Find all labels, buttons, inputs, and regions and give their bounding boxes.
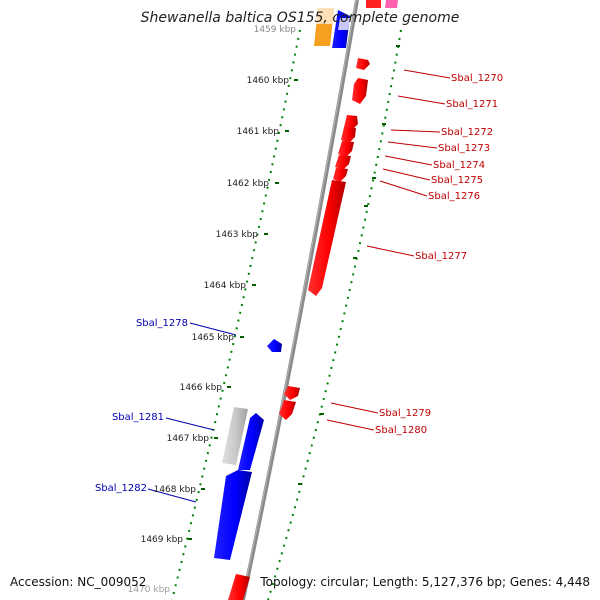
- gene-arrow-sbal-1276[interactable]: [333, 168, 348, 182]
- genome-backbone: [241, 0, 359, 600]
- leader-sbal-1278: [189, 322, 237, 336]
- leader-sbal-1270: [403, 69, 451, 79]
- gene-arrow-sbal-1281[interactable]: [238, 413, 264, 470]
- gene-label-sbal-1273[interactable]: Sbal_1273: [438, 143, 490, 154]
- tick-label-1464: 1464 kbp: [204, 281, 247, 291]
- leader-sbal-1275: [382, 168, 431, 181]
- leader-sbal-1281: [165, 417, 215, 431]
- tick-label-1465: 1465 kbp: [192, 333, 235, 343]
- tick-label-1466: 1466 kbp: [180, 383, 223, 393]
- gene-arrow-sbal-1278[interactable]: [267, 339, 282, 352]
- tick-label-1459: 1459 kbp: [254, 25, 297, 35]
- gene-top-orange[interactable]: [314, 8, 334, 46]
- genome-backbone-highlight: [241, 0, 357, 600]
- gene-label-sbal-1272[interactable]: Sbal_1272: [441, 127, 493, 138]
- scale-tick-track: [171, 29, 301, 600]
- gene-label-sbal-1281[interactable]: Sbal_1281: [112, 412, 164, 423]
- accession-text: Accession: NC_009052: [10, 575, 146, 589]
- gene-label-sbal-1274[interactable]: Sbal_1274: [433, 160, 485, 171]
- gene-label-sbal-1278[interactable]: Sbal_1278: [136, 318, 188, 329]
- gene-label-sbal-1276[interactable]: Sbal_1276: [428, 191, 480, 202]
- genome-title: Shewanella baltica OS155, complete genom…: [141, 10, 460, 26]
- gene-arrow-sbal-1271[interactable]: [352, 78, 368, 104]
- gene-arrow-bottom-red[interactable]: [228, 574, 250, 600]
- gene-label-sbal-1282[interactable]: Sbal_1282: [95, 483, 147, 494]
- leader-sbal-1271: [397, 95, 446, 105]
- leader-sbal-1279: [330, 402, 379, 414]
- gene-top-magenta[interactable]: [385, 0, 398, 8]
- tick-label-1463: 1463 kbp: [216, 230, 259, 240]
- tick-label-1469: 1469 kbp: [141, 535, 184, 545]
- tick-label-1468: 1468 kbp: [154, 485, 197, 495]
- tick-label-1461: 1461 kbp: [237, 127, 280, 137]
- tick-label-1467: 1467 kbp: [167, 434, 210, 444]
- leader-sbal-1273: [387, 141, 438, 149]
- gene-label-sbal-1275[interactable]: Sbal_1275: [431, 175, 483, 186]
- leader-sbal-1282: [147, 488, 197, 503]
- gene-arrow-sbal-1273[interactable]: [341, 127, 356, 143]
- gene-top-blue[interactable]: [332, 10, 350, 48]
- tick-label-1460: 1460 kbp: [247, 76, 290, 86]
- gene-label-sbal-1270[interactable]: Sbal_1270: [451, 73, 503, 84]
- gene-label-sbal-1279[interactable]: Sbal_1279: [379, 408, 431, 419]
- gene-arrow-sbal-1282[interactable]: [214, 470, 252, 560]
- gene-arrow-sbal-1274[interactable]: [338, 141, 354, 157]
- gene-arrow-sbal-1279[interactable]: [284, 386, 300, 400]
- gene-label-sbal-1271[interactable]: Sbal_1271: [446, 99, 498, 110]
- gene-label-sbal-1280[interactable]: Sbal_1280: [375, 425, 427, 436]
- leader-sbal-1274: [384, 155, 433, 166]
- gene-arrow-sbal-1270[interactable]: [356, 58, 370, 70]
- leader-sbal-1277: [366, 245, 415, 257]
- leader-sbal-1272: [390, 129, 441, 133]
- tick-label-1470: 1470 kbp: [128, 585, 171, 595]
- gene-arrow-sbal-1277[interactable]: [308, 180, 346, 296]
- gene-top-red[interactable]: [366, 0, 381, 8]
- topology-text: Topology: circular; Length: 5,127,376 bp…: [259, 575, 590, 589]
- gene-arrow-sbal-1275[interactable]: [335, 155, 351, 170]
- leader-sbal-1280: [326, 419, 375, 431]
- tick-label-1462: 1462 kbp: [227, 179, 270, 189]
- forward-tick-track: [267, 29, 402, 600]
- leader-sbal-1276: [379, 180, 428, 197]
- gene-pseudo-grey[interactable]: [222, 407, 248, 465]
- gene-arrow-sbal-1272[interactable]: [344, 115, 358, 130]
- gene-label-sbal-1277[interactable]: Sbal_1277: [415, 251, 467, 262]
- gene-arrow-sbal-1280[interactable]: [279, 400, 296, 420]
